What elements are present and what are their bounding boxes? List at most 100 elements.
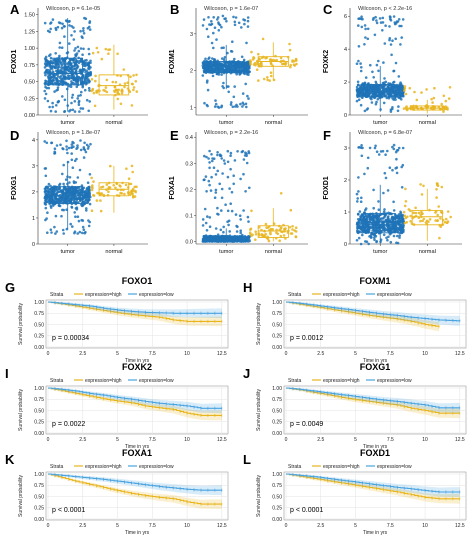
- tumor-point: [85, 61, 88, 65]
- tumor-point: [43, 140, 46, 143]
- tumor-point: [384, 80, 388, 84]
- tumor-point: [79, 68, 83, 72]
- tumor-point: [245, 41, 248, 45]
- tumor-point: [83, 78, 87, 81]
- tumor-point: [70, 73, 74, 77]
- tumor-point: [243, 22, 246, 26]
- tumor-point: [391, 39, 394, 42]
- normal-point: [108, 48, 112, 51]
- normal-point: [420, 210, 423, 214]
- y-tick-label: 0: [32, 242, 35, 248]
- tumor-point: [44, 199, 47, 202]
- tumor-point: [69, 58, 72, 62]
- tumor-point: [201, 24, 205, 27]
- tumor-point: [207, 35, 210, 38]
- tumor-point: [377, 219, 380, 223]
- x-tick-label: 10: [422, 523, 428, 529]
- tumor-point: [357, 45, 361, 48]
- x-tick-label: normal: [419, 120, 436, 126]
- tumor-point: [400, 186, 404, 189]
- tumor-point: [234, 213, 238, 216]
- tumor-point: [44, 73, 47, 77]
- tumor-point: [86, 195, 90, 199]
- tumor-point: [82, 32, 86, 35]
- normal-point: [254, 233, 258, 236]
- normal-point: [120, 91, 124, 95]
- x-tick-label: tumor: [219, 249, 233, 255]
- tumor-point: [359, 90, 363, 93]
- y-tick-label: 0.50: [272, 494, 282, 500]
- normal-point: [439, 217, 442, 220]
- panel-letter: E: [170, 128, 179, 143]
- tumor-point: [212, 166, 216, 169]
- y-tick-label: 1: [190, 106, 193, 112]
- tumor-point: [44, 55, 48, 59]
- x-tick-label: normal: [265, 249, 282, 255]
- legend-label: expression=low: [377, 464, 412, 470]
- normal-point: [421, 219, 425, 223]
- tumor-point: [360, 222, 364, 225]
- tumor-point: [53, 152, 56, 155]
- normal-point: [289, 208, 293, 212]
- normal-point: [109, 164, 112, 168]
- x-tick-label: 2.5: [317, 437, 324, 443]
- tumor-point: [85, 98, 89, 102]
- tumor-point: [84, 76, 87, 79]
- tumor-point: [210, 22, 214, 26]
- plot-area: [283, 299, 467, 349]
- normal-point: [431, 101, 434, 104]
- x-tick-label: tumor: [373, 249, 387, 255]
- tumor-point: [219, 228, 223, 232]
- tumor-point: [48, 105, 51, 109]
- normal-point: [272, 222, 276, 225]
- tumor-point: [355, 62, 359, 65]
- tumor-point: [46, 83, 50, 86]
- tumor-point: [375, 240, 378, 244]
- tumor-point: [68, 24, 71, 27]
- tumor-point: [392, 209, 396, 212]
- tumor-point: [44, 203, 48, 206]
- normal-point: [272, 78, 276, 82]
- tumor-point: [397, 216, 401, 220]
- tumor-point: [207, 157, 210, 160]
- x-tick-label: 12.5: [217, 437, 227, 443]
- tumor-point: [377, 208, 381, 211]
- tumor-point: [241, 92, 245, 95]
- tumor-point: [217, 29, 221, 32]
- tumor-point: [65, 148, 69, 151]
- normal-point: [422, 184, 425, 188]
- normal-point: [409, 107, 412, 110]
- tumor-point: [75, 74, 79, 78]
- tumor-point: [57, 21, 61, 24]
- y-tick-label: 0.25: [34, 506, 44, 512]
- tumor-point: [212, 46, 215, 50]
- tumor-point: [82, 228, 86, 231]
- normal-point: [90, 209, 94, 212]
- tumor-point: [84, 230, 87, 234]
- tumor-point: [43, 21, 47, 25]
- tumor-point: [43, 82, 47, 85]
- tumor-point: [44, 206, 48, 210]
- tumor-point: [63, 75, 66, 79]
- normal-point: [269, 71, 273, 74]
- normal-point: [99, 199, 102, 202]
- tumor-point: [204, 221, 208, 225]
- tumor-point: [401, 93, 404, 97]
- tumor-point: [366, 37, 370, 41]
- normal-point: [116, 97, 120, 101]
- panel-g: G FOXO1 Strata expression=high expression=lo…: [5, 276, 229, 364]
- tumor-point: [77, 219, 81, 223]
- tumor-point: [48, 202, 51, 205]
- tumor-point: [73, 67, 77, 70]
- tumor-point: [360, 15, 363, 18]
- normal-point: [90, 188, 94, 192]
- tumor-point: [75, 85, 79, 89]
- tumor-point: [65, 208, 68, 211]
- tumor-point: [374, 15, 377, 19]
- normal-point: [433, 86, 436, 90]
- normal-point: [288, 42, 291, 46]
- tumor-point: [85, 209, 88, 212]
- normal-point: [419, 213, 423, 216]
- tumor-point: [246, 70, 249, 74]
- tumor-point: [370, 221, 374, 225]
